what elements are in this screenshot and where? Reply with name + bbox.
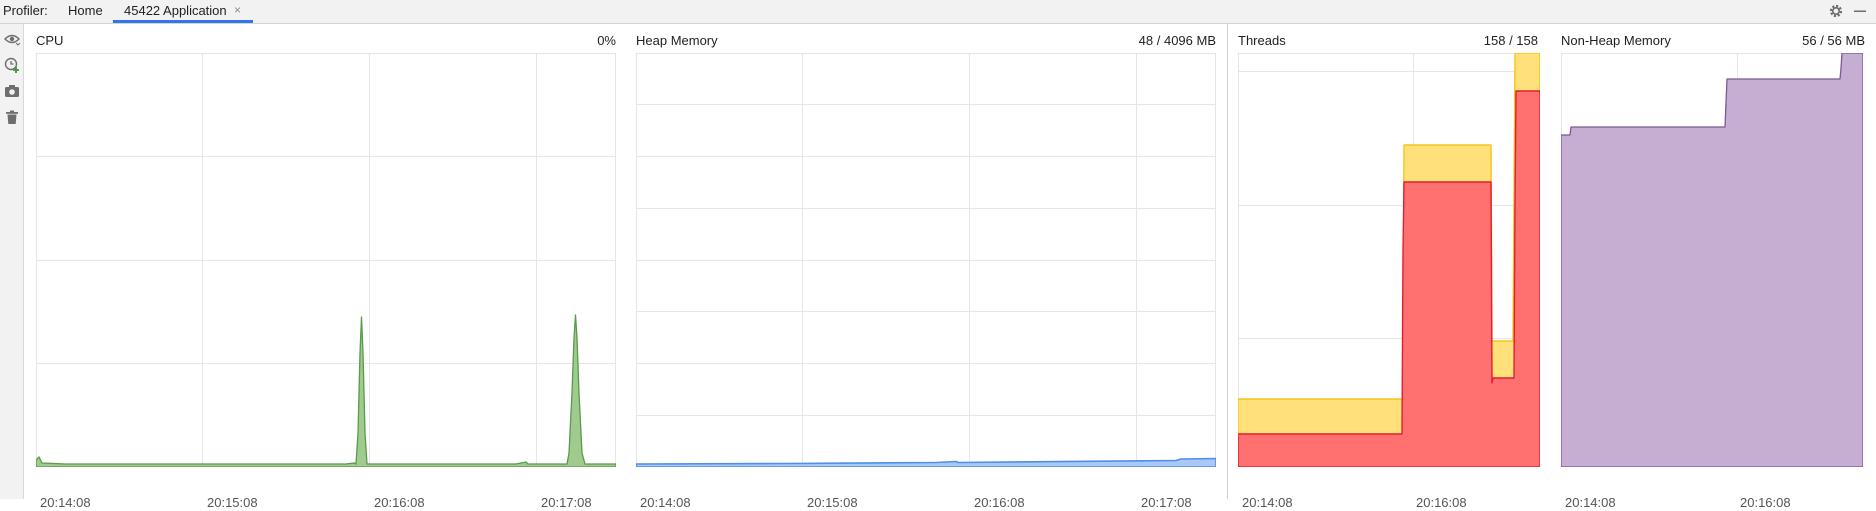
threads-tick-label: 20:16:08 xyxy=(1416,495,1467,510)
nonheap-tick-label: 20:16:08 xyxy=(1740,495,1791,510)
cpu-tick-label: 20:17:08 xyxy=(541,495,592,510)
profiler-label: Profiler: xyxy=(3,3,48,18)
tab-home[interactable]: Home xyxy=(68,3,103,18)
cpu-chart xyxy=(36,53,616,467)
threads-title: Threads xyxy=(1238,33,1286,48)
threads-panel: Threads 158 / 158 20:14:08 20:16:08 xyxy=(1228,24,1550,510)
threads-chart xyxy=(1238,53,1540,467)
heap-title: Heap Memory xyxy=(636,33,718,48)
heap-tick-label: 20:15:08 xyxy=(807,495,858,510)
profiler-top-bar: Profiler: Home 45422 Application × xyxy=(0,0,1876,24)
heap-memory-panel: Heap Memory 48 / 4096 MB 20:14:08 20:15:… xyxy=(624,24,1227,510)
nonheap-title: Non-Heap Memory xyxy=(1561,33,1671,48)
cpu-tick-label: 20:16:08 xyxy=(374,495,425,510)
add-session-icon[interactable] xyxy=(3,56,21,74)
nonheap-usage-area xyxy=(1561,53,1863,467)
nonheap-tick-label: 20:14:08 xyxy=(1565,495,1616,510)
non-heap-memory-panel: Non-Heap Memory 56 / 56 MB 20:14:08 20:1… xyxy=(1550,24,1876,510)
eye-icon[interactable] xyxy=(3,30,21,48)
tab-close-icon[interactable]: × xyxy=(234,3,242,17)
snapshot-camera-icon[interactable] xyxy=(3,82,21,100)
threads-value: 158 / 158 xyxy=(1483,33,1538,48)
panel-divider xyxy=(1227,24,1228,499)
heap-value: 48 / 4096 MB xyxy=(1138,33,1216,48)
heap-tick-label: 20:16:08 xyxy=(974,495,1025,510)
cpu-tick-label: 20:15:08 xyxy=(207,495,258,510)
minimize-icon[interactable] xyxy=(1852,3,1868,19)
cpu-tick-label: 20:14:08 xyxy=(40,495,91,510)
threads-tick-label: 20:14:08 xyxy=(1242,495,1293,510)
nonheap-chart xyxy=(1561,53,1863,467)
left-toolbar xyxy=(0,24,24,499)
nonheap-value: 56 / 56 MB xyxy=(1802,33,1865,48)
heap-usage-area xyxy=(636,457,1216,467)
heap-chart xyxy=(636,53,1216,467)
gear-icon[interactable] xyxy=(1828,3,1844,19)
trash-icon[interactable] xyxy=(3,108,21,126)
heap-tick-label: 20:17:08 xyxy=(1141,495,1192,510)
heap-tick-label: 20:14:08 xyxy=(640,495,691,510)
cpu-title: CPU xyxy=(36,33,64,48)
threads-running-area xyxy=(1238,90,1540,467)
cpu-value: 0% xyxy=(597,33,616,48)
tab-application[interactable]: 45422 Application xyxy=(124,3,227,18)
active-tab-indicator xyxy=(113,20,253,23)
cpu-panel: CPU 0% 20:14:08 20:15:08 20:16:08 20:17:… xyxy=(24,24,624,510)
cpu-usage-area xyxy=(36,314,616,467)
